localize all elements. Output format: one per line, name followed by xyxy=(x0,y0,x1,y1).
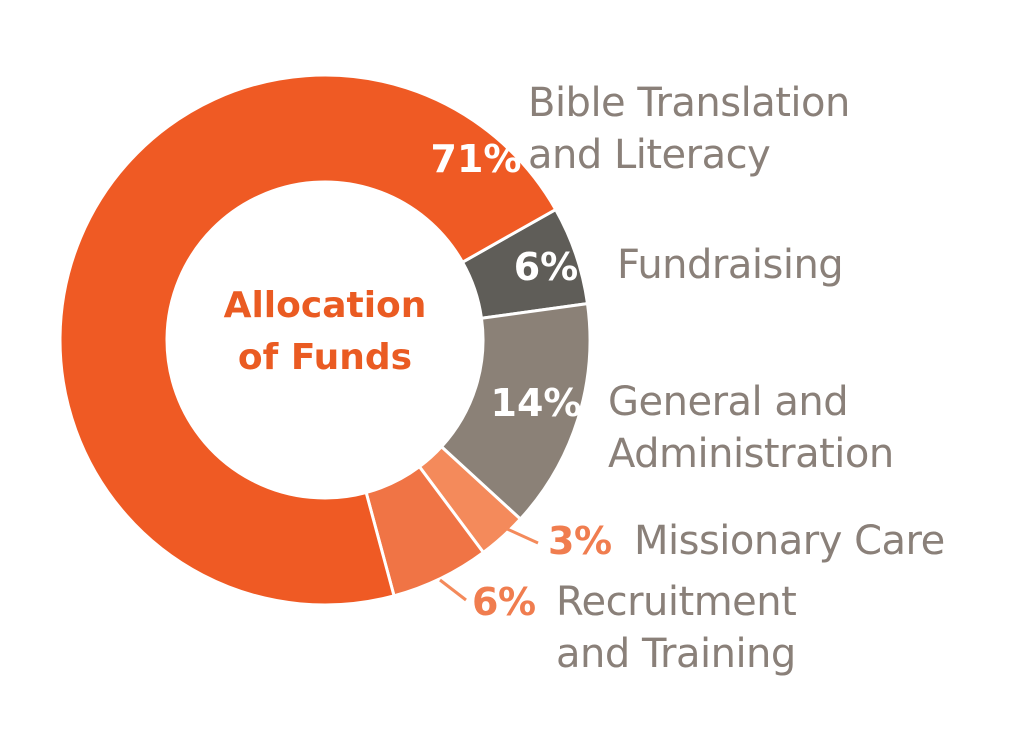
pct-missionary-care: 3% xyxy=(548,519,612,563)
leader-missionary-care xyxy=(504,526,539,545)
label-recruitment-line-2: and Training xyxy=(556,631,796,677)
pct-recruitment: 6% xyxy=(472,580,536,624)
label-fundraising-line-1: Fundraising xyxy=(617,242,844,288)
chart-title-line-2: of Funds xyxy=(237,337,413,378)
leader-lines xyxy=(439,526,539,602)
slice-bible-translation xyxy=(58,73,558,607)
label-general-admin-line-2: Administration xyxy=(608,431,894,477)
pct-bible-translation: 71% xyxy=(431,137,522,181)
donut-slices xyxy=(58,73,592,607)
inner-percent-labels: 71% 6% 14% xyxy=(431,137,582,425)
label-general-admin-line-1: General and xyxy=(608,379,849,425)
leader-recruitment xyxy=(439,578,467,602)
chart-title-line-1: Allocation xyxy=(223,285,427,326)
label-general-admin: General and Administration xyxy=(608,376,894,480)
label-missionary-care-line-1: Missionary Care xyxy=(634,518,945,564)
label-recruitment: Recruitment and Training xyxy=(556,576,797,680)
pct-fundraising: 6% xyxy=(514,245,579,289)
label-bible-translation-line-2: and Literacy xyxy=(528,132,771,178)
label-bible-translation: Bible Translation and Literacy xyxy=(528,77,850,181)
chart-title: Allocation of Funds xyxy=(190,280,460,384)
label-fundraising: Fundraising xyxy=(617,239,844,291)
pct-general-admin: 14% xyxy=(491,381,582,425)
label-missionary-care: Missionary Care xyxy=(634,515,945,567)
label-bible-translation-line-1: Bible Translation xyxy=(528,80,850,126)
label-recruitment-line-1: Recruitment xyxy=(556,579,797,625)
